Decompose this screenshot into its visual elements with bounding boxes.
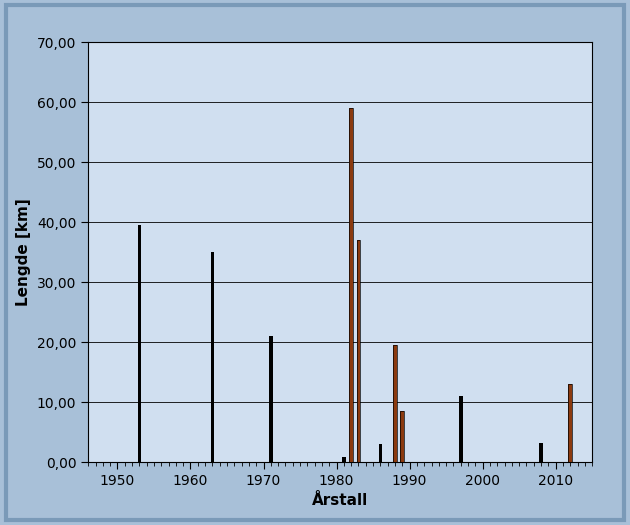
X-axis label: Årstall: Årstall xyxy=(312,494,369,508)
Bar xyxy=(393,345,397,462)
Bar xyxy=(401,411,404,462)
Bar xyxy=(459,396,462,462)
Bar xyxy=(568,384,572,462)
Bar xyxy=(357,240,360,462)
Bar xyxy=(379,444,382,462)
Bar xyxy=(342,457,346,462)
Y-axis label: Lengde [km]: Lengde [km] xyxy=(16,198,32,306)
Bar xyxy=(568,384,572,462)
Bar xyxy=(357,240,360,462)
Bar xyxy=(401,411,404,462)
Bar xyxy=(393,345,397,462)
Bar xyxy=(269,336,273,462)
Bar xyxy=(137,225,141,462)
Bar xyxy=(349,108,353,462)
Bar xyxy=(210,252,214,462)
Bar xyxy=(349,108,353,462)
Bar xyxy=(539,443,543,462)
